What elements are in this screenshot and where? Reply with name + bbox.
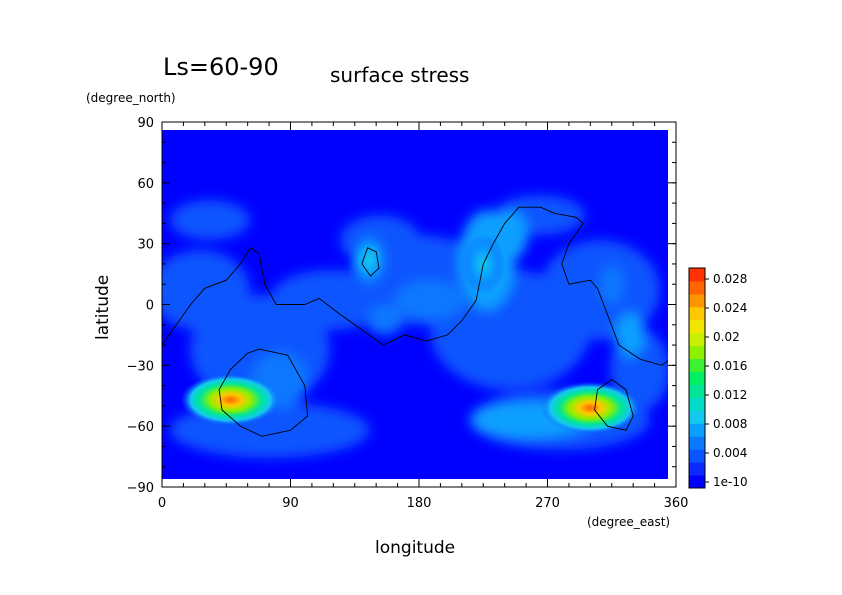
- x-units-label: (degree_east): [587, 515, 670, 529]
- colorbar-swatch: [689, 306, 705, 321]
- y-units-label: (degree_north): [86, 91, 176, 105]
- colorbar-frame: [688, 267, 706, 489]
- y-axis-label: latitude: [93, 275, 113, 340]
- colorbar-swatch: [689, 423, 705, 437]
- x-tick-label: 270: [535, 496, 560, 511]
- period-title: Ls=60-90: [163, 53, 279, 81]
- colorbar-swatch: [689, 345, 705, 360]
- colorbar-label: 0.016: [713, 359, 747, 373]
- colorbar-swatch: [689, 293, 705, 308]
- stress-region: [170, 200, 250, 240]
- stress-hotspot: [540, 381, 641, 434]
- stress-region: [395, 280, 465, 320]
- stress-hotspot: [347, 229, 392, 290]
- colorbar-label: 1e-10: [713, 475, 748, 489]
- x-tick-label: 180: [407, 496, 432, 511]
- colorbar-label: 0.024: [713, 301, 747, 315]
- contour-line: [162, 206, 668, 366]
- x-axis-label: longitude: [375, 538, 455, 558]
- colorbar-swatch: [689, 268, 705, 282]
- contour-line: [218, 348, 309, 437]
- colorbar-swatch: [689, 436, 705, 450]
- colorbar-swatch: [689, 384, 705, 398]
- heatmap-field: [162, 130, 668, 479]
- colorbar-swatch: [689, 449, 705, 463]
- stress-region: [615, 313, 645, 357]
- y-tick-label: −60: [127, 420, 154, 435]
- colorbar-swatch: [689, 397, 705, 411]
- colorbar-swatch: [689, 475, 705, 489]
- colorbar-swatch: [689, 332, 705, 347]
- y-tick-label: 0: [146, 299, 154, 314]
- colorbar-swatch: [689, 358, 705, 373]
- colorbar-swatch: [689, 280, 705, 295]
- y-tick-label: −30: [127, 359, 154, 374]
- colorbar-label: 0.012: [713, 388, 747, 402]
- contour-line: [361, 247, 380, 277]
- y-tick-label: −90: [127, 481, 154, 496]
- colorbar-swatch: [689, 371, 705, 385]
- colorbar-label: 0.028: [713, 272, 747, 286]
- colorbar-label: 0.02: [713, 330, 740, 344]
- y-tick-label: 30: [137, 238, 154, 253]
- colorbar-label: 0.008: [713, 417, 747, 431]
- colorbar-swatch: [689, 410, 705, 424]
- colorbar: 0.028 0.024 0.02 0.016 0.012 0.008 0.004 1e-10: [688, 267, 748, 489]
- contour-line: [594, 378, 634, 431]
- y-tick-label: 60: [137, 177, 154, 192]
- colorbar-label: 0.004: [713, 446, 747, 460]
- chart-title: surface stress: [330, 63, 469, 87]
- x-tick-label: 0: [158, 496, 166, 511]
- stress-hotspot: [180, 373, 281, 426]
- y-tick-label: 90: [137, 116, 154, 131]
- stress-region: [367, 305, 403, 335]
- x-tick-label: 90: [282, 496, 299, 511]
- stress-region: [600, 265, 624, 305]
- x-tick-label: 360: [664, 496, 689, 511]
- colorbar-swatch: [689, 462, 705, 476]
- colorbar-swatch: [689, 319, 705, 334]
